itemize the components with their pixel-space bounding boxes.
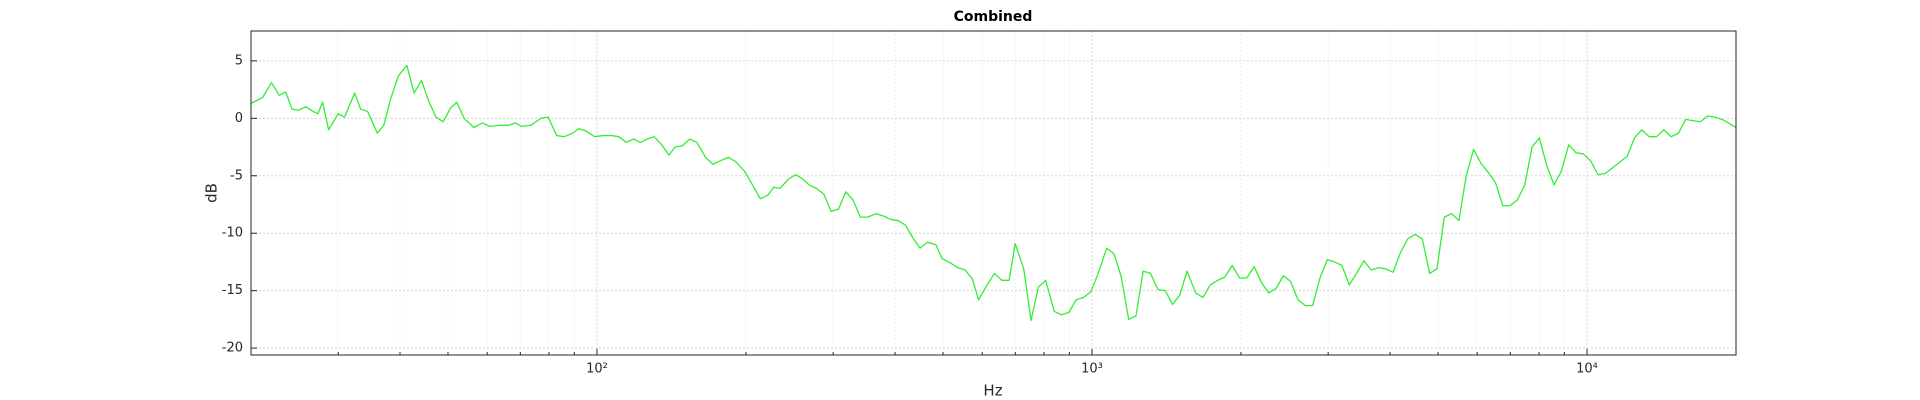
y-tick-label: -10 bbox=[222, 226, 243, 241]
y-axis-label: dB bbox=[203, 183, 221, 203]
grid bbox=[251, 31, 1736, 355]
plot-frame bbox=[250, 30, 1737, 356]
y-tick-label: -5 bbox=[230, 168, 243, 183]
y-tick-label: 0 bbox=[235, 111, 243, 126]
x-tick-label: 10⁴ bbox=[1576, 362, 1598, 377]
y-tick-label: -15 bbox=[222, 283, 243, 298]
chart-title: Combined bbox=[954, 9, 1033, 25]
y-tick-label: -20 bbox=[222, 341, 243, 356]
lines bbox=[250, 64, 1737, 322]
x-tick-label: 10³ bbox=[1081, 362, 1103, 377]
y-tick-label: 5 bbox=[235, 53, 243, 68]
plot-area bbox=[251, 31, 1736, 355]
data-line bbox=[250, 64, 1737, 322]
x-tick-label: 10² bbox=[586, 362, 608, 377]
ticks: 10² 10³ 10⁴ -20 -15 -10 -5 0 5 bbox=[222, 53, 1598, 376]
x-axis-label: Hz bbox=[983, 382, 1002, 400]
